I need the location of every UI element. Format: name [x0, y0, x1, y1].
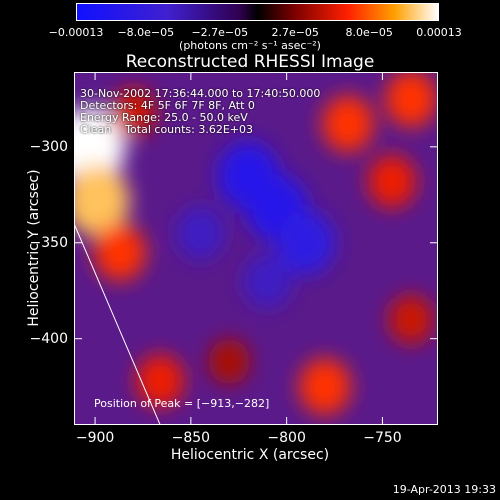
- y-tick-label: −400: [29, 330, 68, 347]
- colorbar-tick-label: −8.0e−05: [117, 26, 175, 39]
- source-blob-3: [110, 87, 156, 137]
- colorbar: [76, 3, 439, 21]
- source-blob-14: [176, 206, 225, 260]
- x-tick-label: −800: [267, 430, 306, 446]
- source-blob-10: [388, 294, 434, 345]
- colorbar-tick-label: −0.00013: [48, 26, 104, 39]
- source-blob-2: [94, 223, 146, 281]
- heatmap-plot: [74, 72, 438, 425]
- annotation-energy: Energy Range: 25.0 - 50.0 keV: [80, 111, 248, 124]
- x-tick-label: −750: [363, 430, 402, 446]
- y-tick-label: −350: [29, 234, 68, 251]
- colorbar-tick-label: −2.7e−05: [191, 26, 249, 39]
- source-blob-8: [299, 358, 351, 416]
- source-blob-7: [136, 354, 185, 408]
- colorbar-tick-label: 0.00013: [416, 26, 462, 39]
- source-blob-1: [74, 164, 130, 237]
- source-blob-6: [367, 154, 417, 208]
- source-blob-5: [385, 72, 438, 128]
- annotation-time-range: 30-Nov-2002 17:36:44.000 to 17:40:50.000: [80, 87, 321, 100]
- source-blob-9: [208, 338, 250, 385]
- source-blob-4: [322, 95, 374, 153]
- annotation-counts: Clean Total counts: 3.62E+03: [80, 123, 254, 136]
- source-blob-13: [276, 210, 336, 275]
- x-axis-label: Heliocentric X (arcsec): [170, 447, 330, 463]
- source-blob-15: [243, 254, 292, 308]
- plot-frame: [74, 72, 438, 425]
- chart-title: Reconstructed RHESSI Image: [125, 52, 375, 72]
- colorbar-unit: (photons cm⁻² s⁻¹ asec⁻²): [179, 39, 321, 52]
- peak-position-label: Position of Peak = [−913,−282]: [94, 397, 270, 410]
- timestamp: 19-Apr-2013 19:33: [392, 483, 496, 496]
- colorbar-tick-label: 2.7e−05: [271, 26, 319, 39]
- solar-limb-line: [74, 223, 161, 425]
- annotation-detectors: Detectors: 4F 5F 6F 7F 8F, Att 0: [80, 99, 255, 112]
- y-axis-label: Heliocentric Y (arcsec): [26, 169, 42, 327]
- y-tick-label: −300: [29, 138, 68, 155]
- x-tick-label: −850: [171, 430, 211, 446]
- x-tick-label: −900: [75, 430, 115, 446]
- colorbar-tick-label: 8.0e−05: [345, 26, 393, 39]
